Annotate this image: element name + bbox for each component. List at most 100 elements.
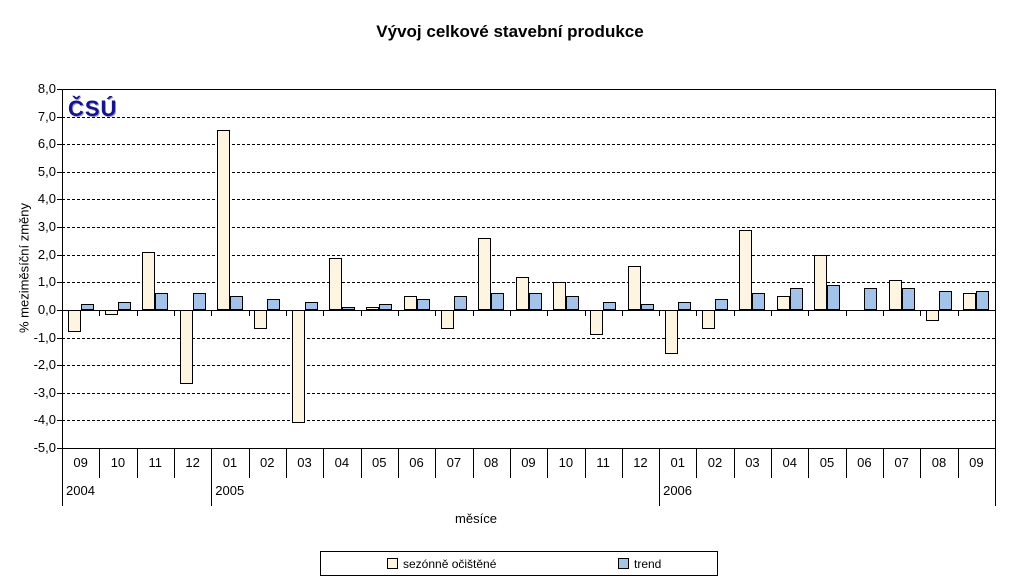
gridline: [62, 144, 995, 146]
x-tick-label: 11: [148, 455, 162, 470]
month-separator: [808, 448, 810, 478]
month-separator: [174, 448, 175, 478]
zero-line: [62, 309, 995, 311]
plot-area: [62, 89, 996, 449]
gridline: [62, 171, 995, 173]
bar-trend: [976, 290, 990, 310]
category-tick: [584, 309, 586, 316]
bar-trend: [341, 307, 355, 310]
month-separator: [584, 448, 586, 478]
bar-trend: [453, 296, 467, 310]
y-tick-label: 2,0: [37, 246, 56, 262]
category-tick: [547, 309, 549, 316]
x-tick-label: 02: [707, 455, 723, 470]
category-tick: [808, 309, 810, 316]
x-tick-label: 09: [969, 455, 984, 470]
category-tick: [696, 309, 698, 316]
month-separator: [360, 448, 362, 478]
bar-seasonal: [67, 309, 81, 332]
month-separator: [845, 448, 847, 478]
gridline: [62, 420, 995, 422]
category-tick: [99, 309, 101, 316]
y-tick-label: 1,0: [37, 274, 56, 290]
y-tick-label: 0,0: [37, 301, 56, 317]
category-tick: [174, 309, 175, 316]
y-tick-mark: [57, 199, 62, 201]
legend-swatch-trend: [618, 558, 629, 569]
month-separator: [509, 448, 511, 478]
bar-seasonal: [403, 296, 417, 310]
gridline: [62, 365, 995, 367]
legend-entry-seasonal: sezónně očištěné: [387, 552, 496, 575]
y-tick-mark: [57, 144, 62, 146]
year-label: 2006: [663, 483, 693, 498]
y-tick-mark: [57, 254, 62, 256]
x-tick-label: 10: [110, 455, 126, 470]
month-separator: [136, 448, 138, 478]
bar-trend: [155, 293, 169, 310]
category-tick: [621, 309, 623, 316]
bar-trend: [715, 298, 729, 310]
x-tick-label: 08: [931, 455, 947, 470]
bar-trend: [229, 296, 243, 310]
bar-trend: [528, 293, 542, 310]
bar-seasonal: [291, 309, 305, 424]
y-tick-mark: [57, 448, 62, 449]
bar-trend: [864, 287, 878, 310]
x-tick-label: 10: [558, 455, 574, 470]
month-separator: [733, 448, 735, 478]
month-separator: [920, 448, 922, 478]
y-tick-mark: [57, 282, 62, 284]
year-label: 2005: [215, 483, 245, 498]
y-tick-label: -2,0: [33, 357, 56, 373]
legend-box: sezónně očištěné trend: [320, 551, 718, 576]
y-tick-mark: [57, 309, 62, 311]
x-tick-label: 03: [297, 455, 312, 470]
month-separator: [621, 448, 623, 478]
y-tick-label: 3,0: [37, 219, 56, 235]
x-tick-label: 01: [670, 455, 685, 470]
bar-seasonal: [739, 229, 753, 310]
bar-trend: [379, 304, 393, 310]
bar-trend: [901, 287, 915, 310]
bar-seasonal: [627, 265, 641, 310]
plot-border: [62, 448, 995, 449]
bar-trend: [752, 293, 766, 310]
month-separator: [547, 448, 549, 478]
x-tick-label: 09: [521, 455, 536, 470]
x-tick-label: 12: [185, 455, 200, 470]
y-tick-label: -1,0: [33, 329, 56, 345]
y-tick-mark: [57, 171, 62, 173]
bar-seasonal: [515, 276, 529, 310]
y-tick-mark: [57, 392, 62, 394]
category-tick: [771, 309, 773, 316]
month-separator: [883, 448, 884, 478]
y-tick-label: 8,0: [37, 81, 56, 96]
y-tick-label: -5,0: [33, 440, 56, 455]
gridline: [62, 337, 995, 339]
y-tick-mark: [57, 116, 62, 118]
y-tick-label: 6,0: [37, 136, 56, 152]
gridline: [62, 116, 995, 118]
gridline: [62, 282, 995, 284]
y-tick-mark: [57, 89, 62, 90]
x-tick-label: 07: [894, 455, 909, 470]
y-tick-mark: [57, 420, 62, 422]
bar-seasonal: [926, 309, 939, 321]
bar-seasonal: [105, 309, 118, 316]
category-tick: [957, 309, 959, 316]
legend-entry-trend: trend: [618, 552, 661, 575]
bar-seasonal: [478, 238, 492, 310]
category-tick: [211, 309, 213, 316]
month-separator: [957, 448, 959, 478]
bar-seasonal: [179, 309, 193, 385]
bar-seasonal: [888, 279, 902, 310]
month-separator: [248, 448, 250, 478]
x-tick-label: 12: [633, 455, 648, 470]
y-tick-mark: [57, 337, 62, 339]
y-tick-label: -4,0: [33, 412, 56, 428]
bar-trend: [827, 285, 841, 310]
legend-label-trend: trend: [634, 556, 662, 571]
category-tick: [360, 309, 362, 316]
